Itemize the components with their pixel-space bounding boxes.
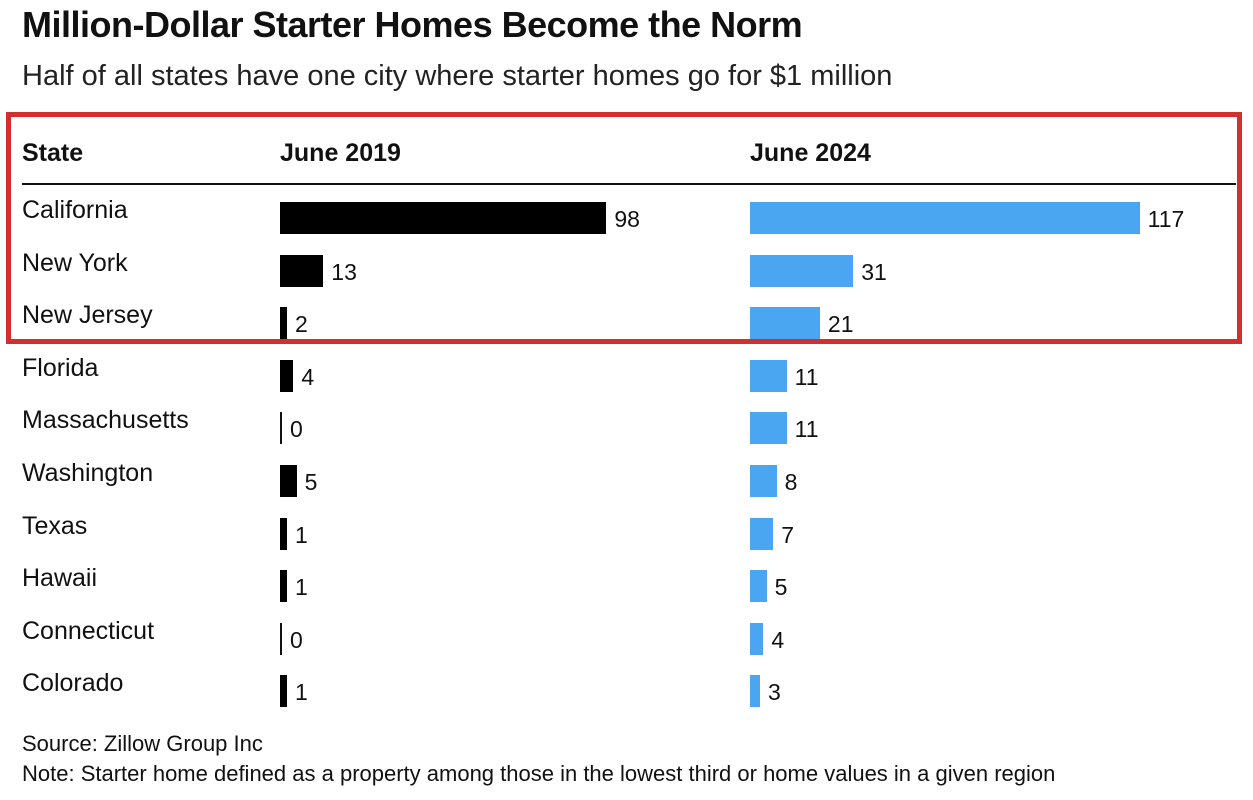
june-2024-value-label: 31: [861, 258, 887, 285]
row-connecticut: Connecticut 0 4: [0, 607, 1253, 659]
june-2024-value-label: 3: [767, 679, 781, 706]
june-2024-bar: [750, 675, 760, 708]
state-label: Hawaii: [22, 564, 98, 593]
june-2024-column-header: June 2024: [750, 139, 871, 167]
june-2024-value-label: 7: [781, 521, 795, 548]
june-2019-value-label: 0: [290, 626, 303, 653]
state-label: Massachusetts: [22, 406, 189, 435]
june-2019-value-label: 5: [304, 469, 318, 495]
june-2019-bar: [280, 517, 287, 550]
june-2024-bar: [750, 254, 854, 287]
june-2024-bar: [750, 570, 767, 603]
june-2024-value-label: 117: [1147, 206, 1185, 232]
june-2019-bar: [280, 412, 282, 445]
row-new-york: New York 13 31: [0, 239, 1253, 291]
june-2024-value-label: 5: [774, 574, 788, 601]
june-2024-bar: [750, 359, 787, 392]
row-washington: Washington 5 8: [0, 449, 1253, 501]
june-2024-value-label: 8: [784, 469, 798, 495]
june-2024-bar: [750, 517, 774, 550]
state-label: Florida: [22, 353, 99, 382]
highlight-box: [6, 112, 1242, 344]
june-2024-bar: [750, 202, 1140, 234]
row-california: California 98 117: [0, 186, 1253, 238]
june-2024-value-label: 21: [827, 311, 854, 338]
row-texas: Texas 1 7: [0, 502, 1253, 554]
june-2019-value-label: 2: [295, 311, 308, 338]
june-2019-bar: [280, 307, 287, 340]
june-2019-column-header: June 2019: [280, 139, 401, 167]
chart-title: Million-Dollar Starter Homes Become the …: [22, 4, 803, 45]
june-2019-value-label: 1: [295, 521, 308, 548]
state-label: California: [22, 196, 128, 224]
header-rule: [22, 183, 1236, 185]
june-2019-value-label: 1: [295, 679, 308, 706]
chart-subtitle: Half of all states have one city where s…: [22, 60, 893, 92]
june-2019-bar: [280, 622, 282, 655]
june-2019-bar: [280, 570, 287, 603]
definition-note: Note: Starter home defined as a property…: [22, 761, 1056, 786]
state-column-header: State: [22, 139, 84, 167]
row-florida: Florida 4 11: [0, 344, 1253, 396]
june-2024-bar: [750, 412, 787, 445]
june-2019-value-label: 4: [301, 363, 315, 390]
state-label: Texas: [22, 511, 88, 540]
june-2024-value-label: 11: [794, 416, 819, 443]
june-2024-value-label: 4: [771, 626, 785, 653]
june-2019-bar: [280, 675, 287, 708]
row-colorado: Colorado 1 3: [0, 659, 1253, 711]
state-label: Colorado: [22, 669, 124, 698]
june-2019-value-label: 13: [331, 258, 357, 285]
june-2019-value-label: 1: [295, 574, 308, 601]
state-label: New York: [22, 248, 128, 277]
row-new-jersey: New Jersey 2 21: [0, 291, 1253, 343]
row-hawaii: Hawaii 1 5: [0, 554, 1253, 606]
june-2019-value-label: 0: [290, 416, 303, 443]
june-2024-bar: [750, 465, 777, 497]
state-label: Connecticut: [22, 616, 155, 645]
state-label: New Jersey: [22, 301, 153, 330]
source-note: Source: Zillow Group Inc: [22, 731, 263, 756]
june-2024-bar: [750, 307, 820, 340]
june-2024-value-label: 11: [794, 363, 819, 390]
june-2024-bar: [750, 622, 764, 655]
june-2019-bar: [280, 202, 607, 234]
june-2019-bar: [280, 359, 294, 392]
june-2019-value-label: 98: [614, 206, 640, 232]
row-massachusetts: Massachusetts 0 11: [0, 396, 1253, 448]
june-2019-bar: [280, 254, 324, 287]
june-2019-bar: [280, 465, 297, 497]
state-label: Washington: [22, 459, 154, 487]
